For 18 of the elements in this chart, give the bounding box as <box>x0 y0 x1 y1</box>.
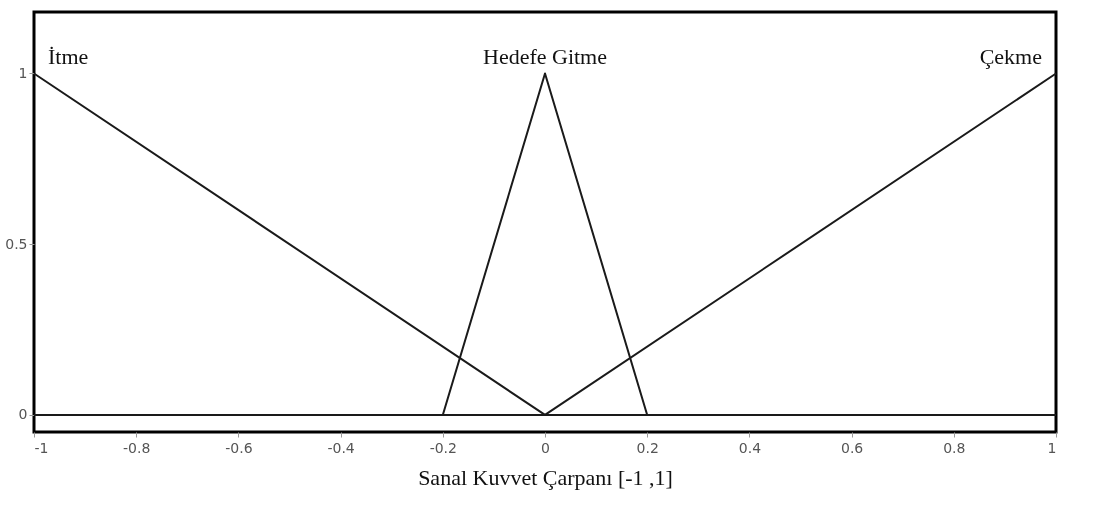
x-tick-label: 1 <box>1047 439 1057 456</box>
x-tick-label: -0.8 <box>123 439 151 456</box>
x-tick-label: 0.2 <box>636 439 659 456</box>
x-tick-label: 0.4 <box>738 439 762 456</box>
series-label: İtme <box>48 44 89 70</box>
y-tick-label: 1 <box>18 64 28 81</box>
x-tick-label: -0.4 <box>327 439 355 456</box>
x-tick-label: -0.2 <box>429 439 457 456</box>
y-tick-label: 0 <box>18 406 28 423</box>
x-tick-label: 0.8 <box>943 439 966 456</box>
series-label: Çekme <box>979 44 1042 70</box>
y-tick-label: 0.5 <box>5 235 28 252</box>
x-tick-label: -0.6 <box>225 439 253 456</box>
x-tick-label: 0.6 <box>840 439 864 456</box>
series-label: Hedefe Gitme <box>483 44 607 70</box>
x-tick-label: 0 <box>541 439 550 456</box>
x-tick-label: -1 <box>34 439 49 456</box>
x-axis-title: Sanal Kuvvet Çarpanı [-1 ,1] <box>418 464 673 490</box>
